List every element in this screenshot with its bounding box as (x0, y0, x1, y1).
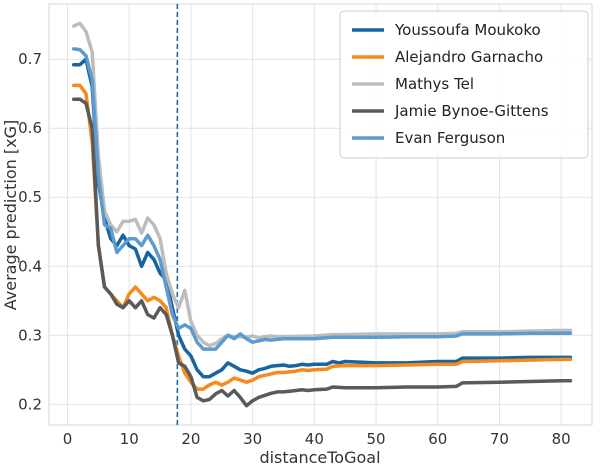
legend-label-3: Jamie Bynoe-Gittens (394, 102, 549, 120)
x-tick-label: 10 (120, 430, 139, 448)
series-line-4 (71, 47, 573, 351)
y-tick-label: 0.7 (18, 50, 42, 68)
legend-label-2: Mathys Tel (395, 75, 474, 93)
x-tick-label: 30 (243, 430, 262, 448)
legend-label-4: Evan Ferguson (395, 129, 505, 147)
x-tick-label: 80 (552, 430, 571, 448)
x-tick-label: 50 (366, 430, 385, 448)
x-tick-label: 60 (428, 430, 447, 448)
y-tick-label: 0.4 (18, 257, 42, 275)
x-tick-label: 40 (305, 430, 324, 448)
x-tick-labels: 0 10 20 30 40 50 60 70 80 (63, 430, 571, 448)
legend-label-0: Youssoufa Moukoko (394, 21, 541, 39)
legend: Youssoufa Moukoko Alejandro Garnacho Mathy… (339, 10, 589, 159)
series-layer (71, 21, 573, 408)
x-tick-label: 0 (63, 430, 73, 448)
x-tick-label: 20 (181, 430, 200, 448)
x-axis-label: distanceToGoal (259, 448, 380, 467)
y-tick-label: 0.2 (18, 395, 42, 413)
y-axis-label: Average prediction [xG] (1, 120, 20, 311)
y-tick-label: 0.3 (18, 326, 42, 344)
legend-box (339, 10, 589, 159)
series-line-3 (71, 97, 573, 408)
x-tick-label: 70 (490, 430, 509, 448)
y-tick-label: 0.5 (18, 188, 42, 206)
y-tick-labels: 0.2 0.3 0.4 0.5 0.6 0.7 (18, 50, 42, 413)
legend-label-1: Alejandro Garnacho (395, 48, 543, 66)
series-line-2 (71, 21, 573, 348)
series-line-1 (71, 83, 573, 391)
y-tick-label: 0.6 (18, 119, 42, 137)
